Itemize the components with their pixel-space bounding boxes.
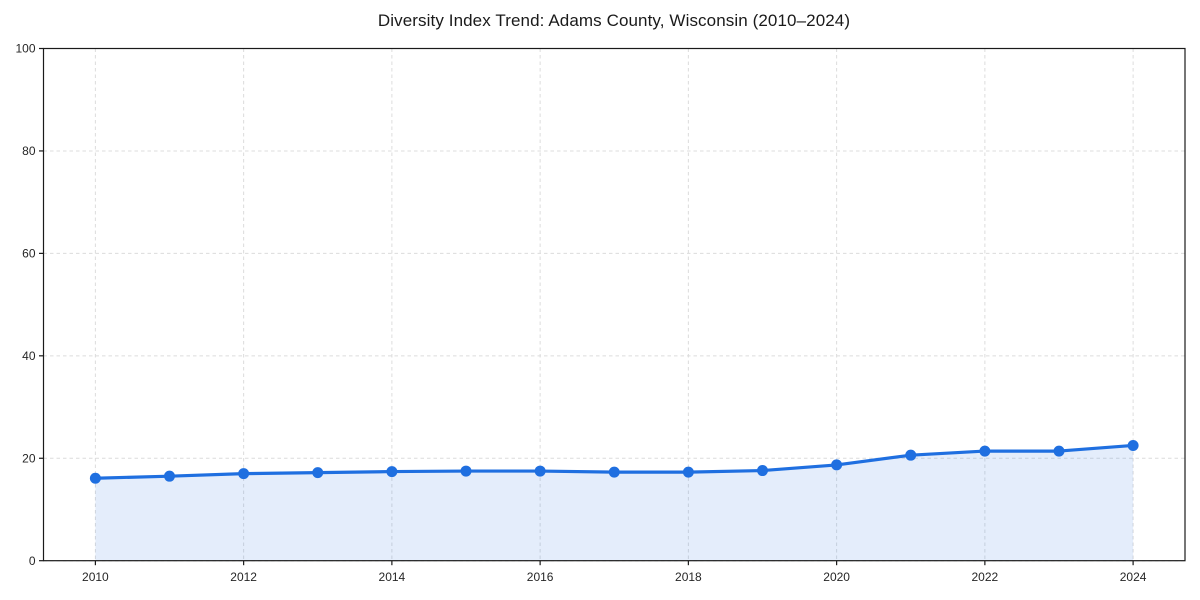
y-tick-label-40: 40 [22, 349, 36, 363]
y-tick-label-80: 80 [22, 144, 36, 158]
data-point-2020 [831, 459, 843, 471]
x-tick-label-2010: 2010 [82, 570, 109, 584]
area-fill [95, 445, 1134, 561]
data-point-2010 [89, 472, 101, 484]
x-tick-label-2018: 2018 [675, 570, 702, 584]
data-point-2019 [756, 465, 768, 477]
data-point-2024 [1127, 439, 1139, 451]
data-point-2012 [238, 468, 250, 480]
data-point-2014 [386, 466, 398, 478]
x-tick-label-2016: 2016 [527, 570, 554, 584]
plot-border [42, 47, 1186, 562]
data-point-2011 [164, 470, 176, 482]
x-tick-label-2020: 2020 [823, 570, 850, 584]
data-point-2021 [905, 449, 917, 461]
x-tick-label-2022: 2022 [972, 570, 999, 584]
x-tick-label-2024: 2024 [1120, 570, 1147, 584]
x-tick-label-2014: 2014 [379, 570, 406, 584]
data-point-2023 [1053, 445, 1065, 457]
y-tick-label-20: 20 [22, 451, 36, 465]
data-point-2015 [460, 465, 472, 477]
data-point-2013 [312, 467, 324, 479]
data-point-2017 [608, 466, 620, 478]
x-tick-label-2012: 2012 [230, 570, 257, 584]
y-tick-label-100: 100 [15, 42, 35, 56]
chart-title: Diversity Index Trend: Adams County, Wis… [377, 11, 851, 30]
y-tick-label-0: 0 [29, 554, 36, 568]
data-point-2018 [682, 466, 694, 478]
y-tick-label-60: 60 [22, 247, 36, 261]
data-point-2022 [979, 445, 991, 457]
data-point-2016 [534, 465, 546, 477]
